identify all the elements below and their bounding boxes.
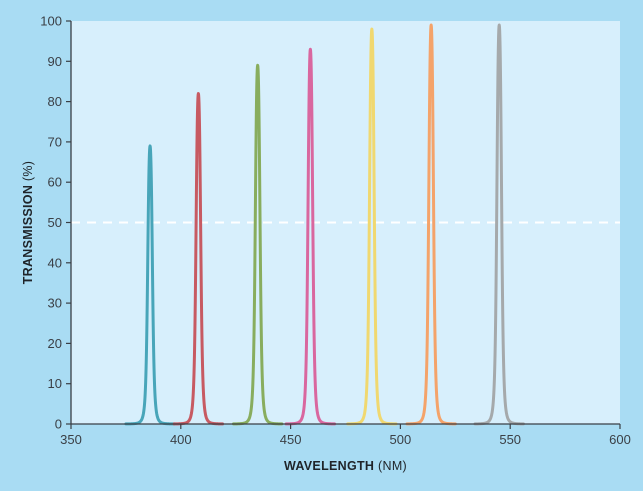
y-tick-label: 30 xyxy=(48,296,62,311)
x-tick-label: 450 xyxy=(280,432,302,447)
y-axis-title-unit: (%) xyxy=(21,161,35,185)
x-tick-label: 400 xyxy=(170,432,192,447)
y-tick-label: 50 xyxy=(48,215,62,230)
y-tick-label: 100 xyxy=(40,14,62,29)
y-axis-title: TRANSMISSION (%) xyxy=(21,161,35,285)
y-tick-label: 10 xyxy=(48,376,62,391)
y-axis-title-main: TRANSMISSION xyxy=(21,185,35,284)
x-axis-title-main: WAVELENGTH xyxy=(284,459,374,473)
x-axis-title: WAVELENGTH (NM) xyxy=(284,459,407,473)
x-tick-label: 550 xyxy=(499,432,521,447)
y-tick-label: 90 xyxy=(48,54,62,69)
y-tick-label: 0 xyxy=(55,417,62,432)
x-axis-title-unit: (NM) xyxy=(374,459,407,473)
y-tick-label: 40 xyxy=(48,255,62,270)
y-tick-label: 20 xyxy=(48,336,62,351)
y-tick-label: 60 xyxy=(48,175,62,190)
y-tick-label: 70 xyxy=(48,134,62,149)
x-tick-label: 350 xyxy=(60,432,82,447)
x-tick-label: 600 xyxy=(609,432,631,447)
x-tick-label: 500 xyxy=(390,432,412,447)
y-tick-label: 80 xyxy=(48,94,62,109)
